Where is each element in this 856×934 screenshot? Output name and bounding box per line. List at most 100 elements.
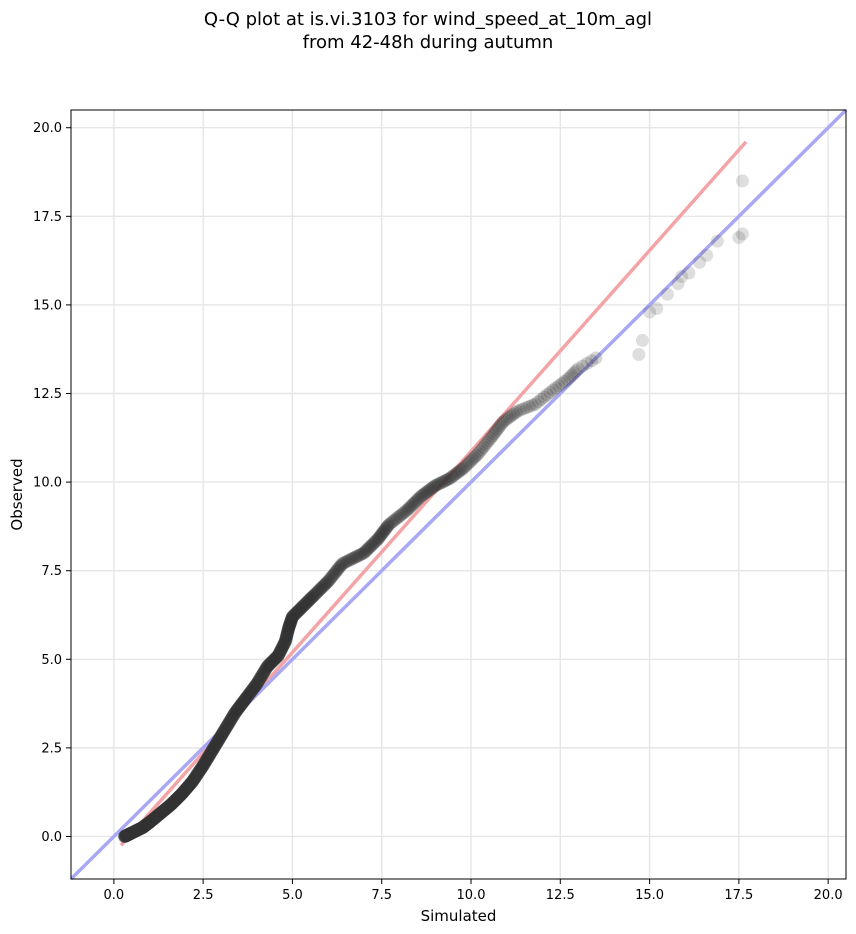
data-point	[123, 827, 137, 841]
data-point	[382, 518, 396, 532]
data-point	[238, 692, 252, 706]
data-point	[218, 723, 232, 737]
data-point	[119, 829, 133, 843]
data-point	[207, 741, 221, 755]
identity-line	[69, 108, 848, 881]
data-point	[393, 509, 407, 523]
data-point	[169, 792, 183, 806]
data-point	[417, 487, 431, 501]
data-point	[213, 730, 227, 744]
data-point	[288, 607, 302, 621]
data-point	[186, 774, 200, 788]
data-point	[219, 721, 233, 735]
data-point	[161, 800, 175, 814]
data-point	[246, 682, 260, 696]
data-point	[428, 479, 442, 493]
data-point	[379, 521, 393, 535]
data-point	[118, 829, 132, 843]
data-point	[142, 816, 156, 830]
data-point	[543, 385, 557, 399]
data-point	[502, 410, 516, 424]
data-point	[185, 775, 199, 789]
data-point	[436, 475, 450, 489]
data-point	[300, 595, 314, 609]
data-point	[589, 351, 603, 365]
data-point	[391, 511, 405, 525]
data-point	[174, 787, 188, 801]
data-point	[274, 642, 288, 656]
data-point	[357, 546, 371, 560]
data-point	[212, 733, 226, 747]
data-point	[242, 687, 256, 701]
data-point	[389, 512, 403, 526]
data-point	[258, 664, 272, 678]
data-point	[250, 676, 264, 690]
data-point	[190, 768, 204, 782]
data-point	[251, 675, 265, 689]
data-point	[370, 533, 384, 547]
data-point	[675, 270, 689, 284]
data-point	[284, 614, 298, 628]
data-point	[384, 516, 398, 530]
data-point	[152, 808, 166, 822]
data-point	[480, 436, 494, 450]
data-point	[202, 750, 215, 764]
data-point	[528, 397, 542, 411]
y-tick-label: 12.5	[33, 387, 62, 402]
data-point	[135, 821, 149, 835]
data-point	[148, 811, 162, 825]
data-point	[466, 452, 480, 466]
data-point	[321, 574, 335, 588]
y-tick-label: 7.5	[41, 564, 62, 579]
data-point	[122, 827, 136, 841]
data-point	[273, 646, 287, 660]
data-point	[438, 474, 452, 488]
data-point	[191, 767, 204, 781]
data-point	[225, 712, 238, 726]
data-point	[291, 604, 305, 618]
data-point	[168, 794, 182, 808]
data-point	[139, 818, 153, 832]
data-point	[671, 277, 685, 291]
data-point	[279, 630, 293, 644]
data-point	[585, 354, 599, 368]
data-point	[243, 686, 257, 700]
data-point	[264, 656, 278, 670]
data-point	[267, 653, 281, 667]
data-point	[235, 697, 249, 711]
data-point	[146, 812, 160, 826]
data-point	[193, 763, 207, 777]
data-point	[245, 683, 259, 697]
data-point	[283, 616, 297, 630]
data-point	[295, 601, 309, 615]
data-point	[292, 603, 306, 617]
data-point	[126, 825, 140, 839]
data-point	[394, 508, 408, 522]
data-point	[506, 407, 520, 421]
data-point	[288, 607, 302, 621]
data-point	[262, 658, 276, 672]
data-point	[632, 348, 646, 362]
data-point	[332, 561, 346, 575]
data-point	[373, 529, 387, 543]
data-point	[237, 694, 251, 708]
data-point	[276, 639, 290, 653]
data-point	[244, 685, 258, 699]
data-point	[328, 565, 342, 579]
data-point	[130, 824, 144, 838]
data-point	[452, 464, 466, 478]
data-point	[178, 784, 192, 798]
data-point	[166, 796, 180, 810]
data-point	[334, 558, 348, 572]
data-point	[230, 704, 244, 718]
data-point	[221, 717, 235, 731]
y-axis-ticks: 0.0 2.5 5.0 7.5 10.0 12.5 15.0 17.5 20.0	[33, 121, 71, 845]
data-point	[451, 466, 465, 480]
data-point	[155, 805, 169, 819]
data-point	[294, 601, 308, 615]
data-point	[203, 747, 217, 761]
data-point	[385, 515, 399, 529]
data-point	[449, 467, 463, 481]
data-point	[318, 578, 332, 592]
data-point	[660, 287, 674, 301]
